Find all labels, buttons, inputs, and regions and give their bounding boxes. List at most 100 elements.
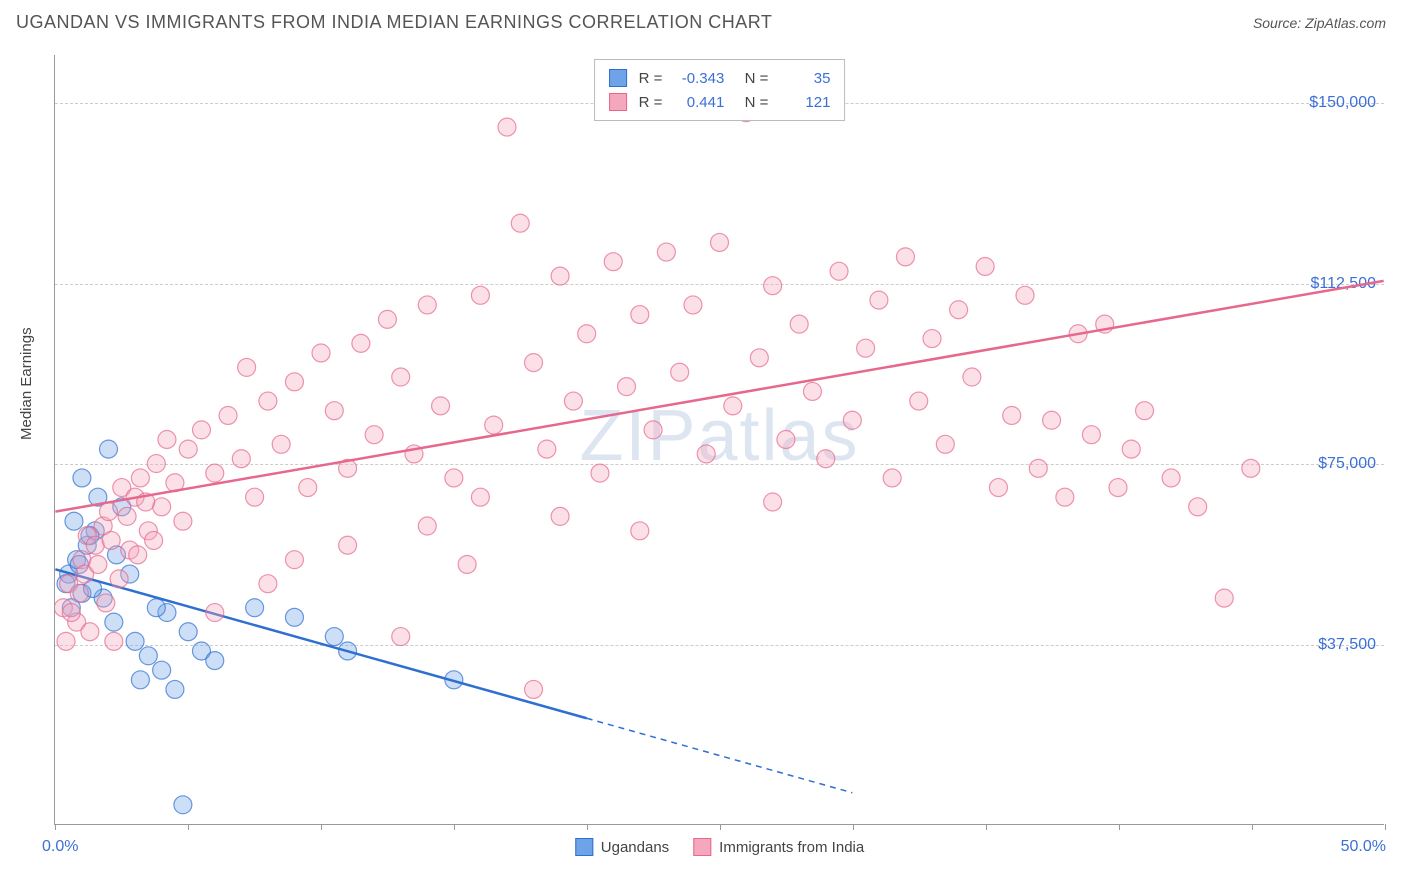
data-point [790,315,808,333]
data-point [174,796,192,814]
data-point [511,214,529,232]
data-point [830,262,848,280]
data-point [989,479,1007,497]
data-point [604,253,622,271]
x-tick [587,824,588,830]
data-point [764,493,782,511]
data-point [392,368,410,386]
data-point [392,628,410,646]
data-point [192,421,210,439]
chart-plot-area: ZIPatlas R = -0.343 N = 35 R = 0.441 N =… [54,55,1384,825]
data-point [564,392,582,410]
data-point [89,555,107,573]
x-tick [986,824,987,830]
data-point [100,503,118,521]
data-point [285,373,303,391]
data-point [365,426,383,444]
swatch-icon [609,69,627,87]
data-point [963,368,981,386]
data-point [57,632,75,650]
data-point [147,455,165,473]
chart-title: UGANDAN VS IMMIGRANTS FROM INDIA MEDIAN … [16,12,772,33]
source-attribution: Source: ZipAtlas.com [1253,15,1386,31]
data-point [1056,488,1074,506]
data-point [471,488,489,506]
x-axis-max-label: 50.0% [1341,838,1386,856]
data-point [219,406,237,424]
data-point [857,339,875,357]
trend-line-dashed [587,718,853,792]
data-point [70,584,88,602]
data-point [238,358,256,376]
data-point [445,469,463,487]
legend-item-2: Immigrants from India [693,838,864,856]
data-point [153,498,171,516]
series-legend: Ugandans Immigrants from India [575,838,864,856]
data-point [259,575,277,593]
legend-item-1: Ugandans [575,838,669,856]
data-point [259,392,277,410]
x-tick [321,824,322,830]
x-tick [188,824,189,830]
data-point [644,421,662,439]
data-point [131,469,149,487]
data-point [1242,459,1260,477]
data-point [936,435,954,453]
data-point [777,431,795,449]
data-point [631,306,649,324]
data-point [97,594,115,612]
data-point [126,632,144,650]
data-point [418,517,436,535]
data-point [1082,426,1100,444]
data-point [1043,411,1061,429]
data-point [976,257,994,275]
data-point [131,671,149,689]
data-point [352,334,370,352]
data-point [1189,498,1207,516]
data-point [1016,286,1034,304]
data-point [923,330,941,348]
data-point [764,277,782,295]
x-tick [454,824,455,830]
data-point [1122,440,1140,458]
data-point [100,440,118,458]
data-point [657,243,675,261]
data-point [538,440,556,458]
data-point [174,512,192,530]
legend-row-series-1: R = -0.343 N = 35 [609,66,831,90]
data-point [285,608,303,626]
x-tick [1119,824,1120,830]
data-point [551,267,569,285]
x-tick [1252,824,1253,830]
data-point [179,440,197,458]
swatch-icon [575,838,593,856]
data-point [62,604,80,622]
data-point [339,536,357,554]
data-point [1003,406,1021,424]
data-point [591,464,609,482]
data-point [724,397,742,415]
x-axis-min-label: 0.0% [42,838,78,856]
y-axis-label: Median Earnings [18,327,35,440]
data-point [870,291,888,309]
data-point [525,354,543,372]
data-point [118,507,136,525]
r-value-2: 0.441 [670,94,724,111]
correlation-legend: R = -0.343 N = 35 R = 0.441 N = 121 [594,59,846,121]
data-point [139,647,157,665]
x-tick [1385,824,1386,830]
data-point [325,402,343,420]
data-point [299,479,317,497]
data-point [102,531,120,549]
data-point [86,536,104,554]
data-point [631,522,649,540]
x-tick [720,824,721,830]
data-point [73,469,91,487]
data-point [206,604,224,622]
data-point [1029,459,1047,477]
data-point [1215,589,1233,607]
data-point [618,378,636,396]
data-point [950,301,968,319]
data-point [65,512,83,530]
x-tick [55,824,56,830]
